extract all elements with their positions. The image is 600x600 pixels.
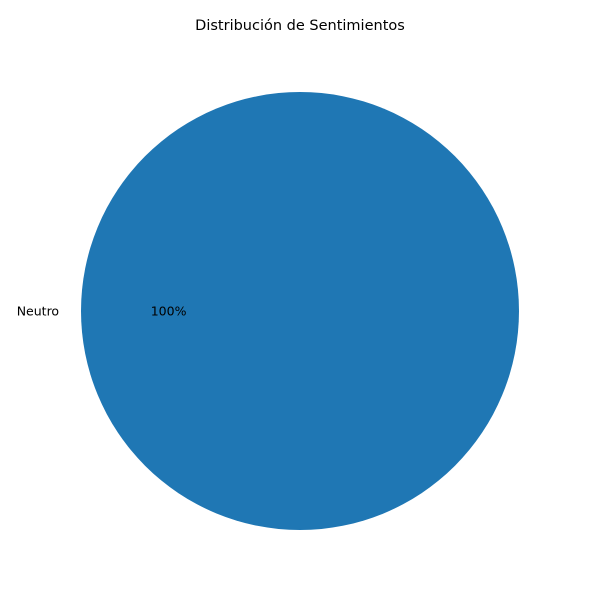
pie-slice-percent-label: 100% [151,304,187,319]
pie-labels: 100% Neutro [17,304,187,319]
pie-slice-category-label: Neutro [17,304,59,319]
pie-slice-neutro [81,92,519,530]
pie-slices [81,92,519,530]
chart-title: Distribución de Sentimientos [195,18,405,34]
